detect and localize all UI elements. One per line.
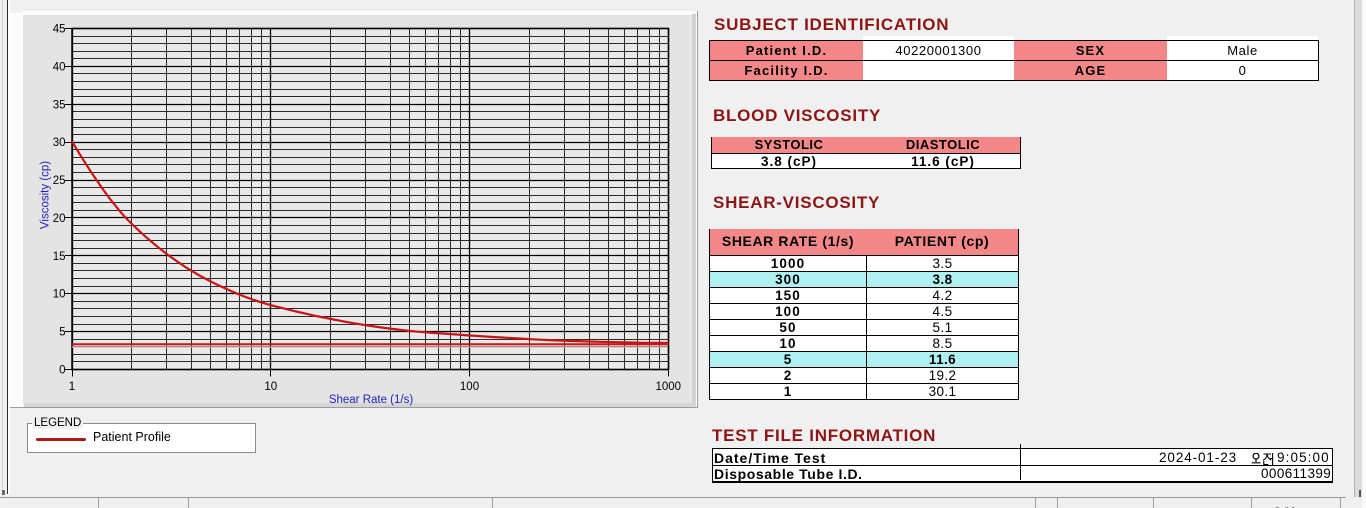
svg-text:35: 35 bbox=[53, 99, 66, 111]
svg-text:1000: 1000 bbox=[656, 381, 682, 393]
svg-text:0: 0 bbox=[59, 365, 65, 377]
svg-text:Viscosity (cp): Viscosity (cp) bbox=[40, 161, 52, 229]
svg-text:25: 25 bbox=[53, 175, 66, 187]
svg-text:40: 40 bbox=[53, 61, 66, 73]
svg-text:10: 10 bbox=[264, 381, 277, 393]
svg-text:10: 10 bbox=[53, 289, 66, 301]
svg-text:15: 15 bbox=[53, 251, 66, 263]
svg-text:45: 45 bbox=[53, 24, 66, 36]
svg-text:Shear Rate (1/s): Shear Rate (1/s) bbox=[329, 394, 414, 406]
svg-text:20: 20 bbox=[53, 213, 66, 225]
svg-text:5: 5 bbox=[59, 327, 65, 339]
svg-text:1: 1 bbox=[69, 381, 75, 393]
svg-text:30: 30 bbox=[53, 137, 66, 149]
svg-text:100: 100 bbox=[460, 381, 479, 393]
